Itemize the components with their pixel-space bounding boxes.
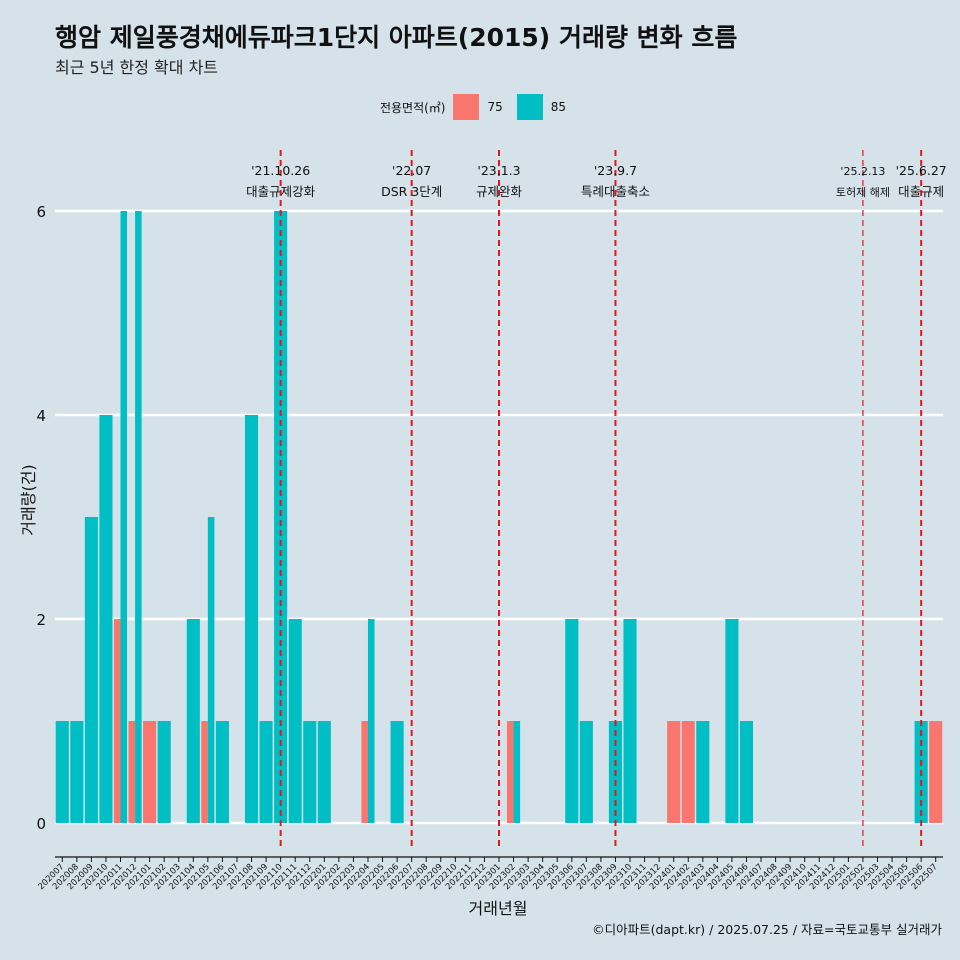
legend-item-75: 75 [453, 94, 503, 120]
y-tick-label-6: 6 [36, 203, 46, 221]
bar-85-202307 [579, 721, 593, 823]
event-date-202309: '23.9.7 [594, 163, 637, 178]
bar-85-202105 [207, 517, 215, 823]
bar-85-202010 [99, 415, 113, 823]
event-date-202502: '25.2.13 [840, 165, 885, 178]
event-label-202301: 규제완화 [476, 184, 523, 199]
y-axis-title: 거래량(건) [19, 464, 38, 535]
bar-85-202111 [288, 619, 302, 823]
bar-85-202112 [303, 721, 317, 823]
bar-85-202201 [317, 721, 331, 823]
event-label-202207: DSR 3단계 [381, 184, 442, 199]
bar-85-202204 [367, 619, 375, 823]
bar-85-202012 [135, 211, 142, 823]
bar-85-202102 [157, 721, 171, 823]
legend: 전용면적(㎡) 75 85 [0, 93, 960, 121]
bar-75-202012 [128, 721, 136, 823]
chart-subtitle: 최근 5년 한정 확대 차트 [55, 58, 219, 77]
event-label-202502: 토허제 해제 [836, 185, 890, 199]
event-date-202301: '23.1.3 [477, 163, 520, 178]
bar-85-202106 [215, 721, 229, 823]
source-caption: ©디아파트(dapt.kr) / 2025.07.25 / 자료=국토교통부 실… [592, 922, 942, 937]
event-date-202506: '25.6.27 [896, 163, 947, 178]
bar-75-202402 [681, 721, 695, 823]
y-tick-label-2: 2 [36, 611, 46, 629]
event-lines: '21.10.26 대출규제강화 '22.07 DSR 3단계 '23.1.3 규제완화 '… [246, 150, 947, 848]
bar-85-202406 [739, 721, 754, 823]
bar-85-202206 [390, 721, 404, 823]
bar-75-202105 [201, 721, 208, 823]
bar-85-202007 [55, 721, 69, 823]
bar-75-202507 [929, 721, 943, 823]
bars [55, 211, 943, 823]
chart-title: 행암 제일풍경채에듀파크1단지 아파트(2015) 거래량 변화 흐름 [55, 23, 738, 52]
legend-label-75: 75 [487, 100, 503, 114]
bar-85-202008 [70, 721, 84, 823]
legend-swatch-85 [516, 94, 543, 120]
bar-75-202204 [361, 721, 368, 823]
bar-85-202104 [186, 619, 200, 823]
bar-85-202403 [696, 721, 710, 823]
axes: 0246202007202008202009202010202011202012… [36, 203, 943, 892]
event-label-202506: 대출규제 [898, 184, 944, 199]
legend-label-85: 85 [550, 100, 567, 114]
bar-85-202405 [725, 619, 739, 823]
bar-85-202110 [274, 211, 288, 823]
bar-85-202310 [623, 619, 637, 823]
bar-75-202302 [507, 721, 514, 823]
bar-85-202109 [259, 721, 273, 823]
bar-75-202401 [667, 721, 681, 823]
bar-85-202306 [565, 619, 579, 823]
y-tick-label-4: 4 [36, 407, 46, 425]
y-tick-label-0: 0 [36, 815, 46, 833]
bar-75-202011 [113, 619, 121, 823]
bar-85-202302 [513, 721, 521, 823]
legend-title: 전용면적(㎡) [379, 100, 446, 115]
bar-85-202009 [84, 517, 98, 823]
x-axis-title: 거래년월 [469, 899, 528, 918]
bar-85-202108 [244, 415, 259, 823]
event-label-202309: 특례대출축소 [581, 184, 650, 199]
event-label-202110: 대출규제강화 [246, 184, 316, 199]
bar-75-202101 [143, 721, 157, 823]
legend-swatch-75 [453, 94, 480, 120]
bar-85-202011 [120, 211, 128, 823]
event-date-202207: '22.07 [392, 163, 431, 178]
legend-item-85: 85 [516, 94, 567, 120]
event-date-202110: '21.10.26 [251, 163, 310, 178]
